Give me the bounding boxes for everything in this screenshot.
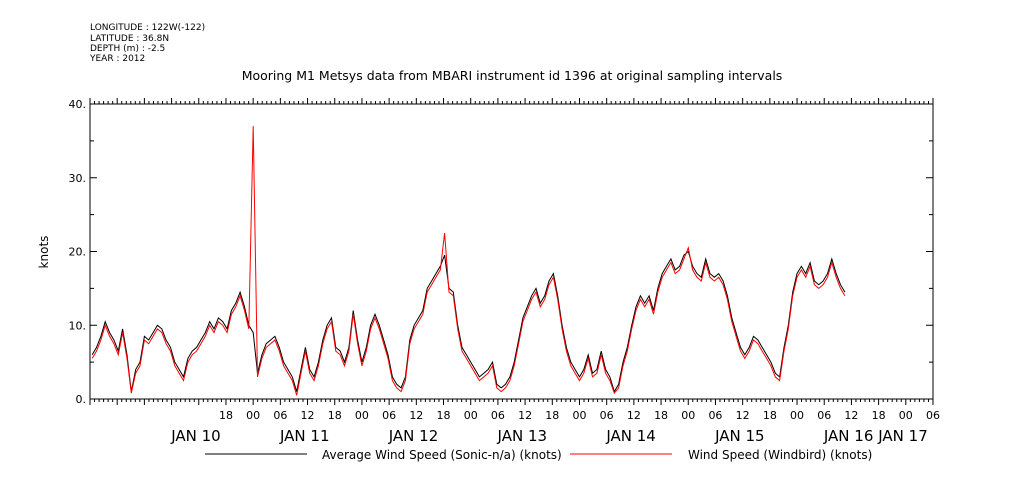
x-tick-label: 00 bbox=[899, 409, 913, 422]
x-tick-label: 18 bbox=[437, 409, 451, 422]
x-tick-label: 00 bbox=[355, 409, 369, 422]
year-label: YEAR : 2012 bbox=[89, 54, 145, 64]
x-day-label: JAN 16 bbox=[823, 427, 874, 445]
x-tick-label: 18 bbox=[328, 409, 342, 422]
x-tick-label: 12 bbox=[518, 409, 532, 422]
x-tick-label: 00 bbox=[464, 409, 478, 422]
x-tick-label: 00 bbox=[790, 409, 804, 422]
x-tick-label: 00 bbox=[681, 409, 695, 422]
y-tick-label: 30. bbox=[69, 172, 87, 185]
depth-label: DEPTH (m) : -2.5 bbox=[90, 44, 165, 54]
x-tick-label: 00 bbox=[246, 409, 260, 422]
x-tick-label: 12 bbox=[409, 409, 423, 422]
x-tick-label: 12 bbox=[844, 409, 858, 422]
latitude-label: LATITUDE : 36.8N bbox=[90, 34, 169, 44]
series-line-windbird bbox=[91, 126, 846, 396]
x-tick-label: 12 bbox=[301, 409, 315, 422]
x-tick-label: 06 bbox=[382, 409, 396, 422]
y-tick-label: 0. bbox=[76, 393, 87, 406]
x-tick-label: 06 bbox=[708, 409, 722, 422]
x-tick-label: 06 bbox=[817, 409, 831, 422]
x-tick-label: 12 bbox=[627, 409, 641, 422]
y-axis-ticks: 0. 10. 20. 30. 40. bbox=[69, 98, 933, 406]
x-day-label: JAN 10 bbox=[170, 427, 221, 445]
x-tick-label: 06 bbox=[600, 409, 614, 422]
x-axis-ticks: 18 00 06 12 18 00 06 12 18 00 06 12 18 00 06 12 18 00 06 12… bbox=[89, 98, 940, 445]
x-tick-label: 12 bbox=[736, 409, 750, 422]
longitude-label: LONGITUDE : 122W(-122) bbox=[90, 23, 205, 33]
x-day-label: JAN 13 bbox=[497, 427, 548, 445]
x-tick-label: 00 bbox=[572, 409, 586, 422]
x-tick-label: 18 bbox=[763, 409, 777, 422]
x-tick-label: 18 bbox=[219, 409, 233, 422]
x-day-label: JAN 15 bbox=[714, 427, 765, 445]
x-tick-label: 18 bbox=[654, 409, 668, 422]
series-lines bbox=[91, 126, 846, 396]
x-tick-label: 18 bbox=[545, 409, 559, 422]
y-axis-label: knots bbox=[37, 236, 51, 269]
x-tick-label: 18 bbox=[872, 409, 886, 422]
legend-label-windbird: Wind Speed (Windbird) (knots) bbox=[688, 448, 872, 462]
plot-frame bbox=[89, 103, 934, 400]
x-day-label: JAN 17 bbox=[877, 427, 928, 445]
x-tick-label: 06 bbox=[491, 409, 505, 422]
x-tick-label: 06 bbox=[273, 409, 287, 422]
x-day-label: JAN 14 bbox=[605, 427, 656, 445]
y-tick-label: 10. bbox=[69, 319, 87, 332]
y-tick-label: 20. bbox=[69, 246, 87, 259]
series-line-sonic bbox=[91, 250, 846, 393]
x-day-label: JAN 12 bbox=[388, 427, 439, 445]
x-tick-label: 06 bbox=[926, 409, 940, 422]
x-day-label: JAN 11 bbox=[279, 427, 330, 445]
y-tick-label: 40. bbox=[69, 98, 87, 111]
legend-label-sonic: Average Wind Speed (Sonic-n/a) (knots) bbox=[322, 448, 562, 462]
chart-title: Mooring M1 Metsys data from MBARI instru… bbox=[242, 68, 783, 83]
